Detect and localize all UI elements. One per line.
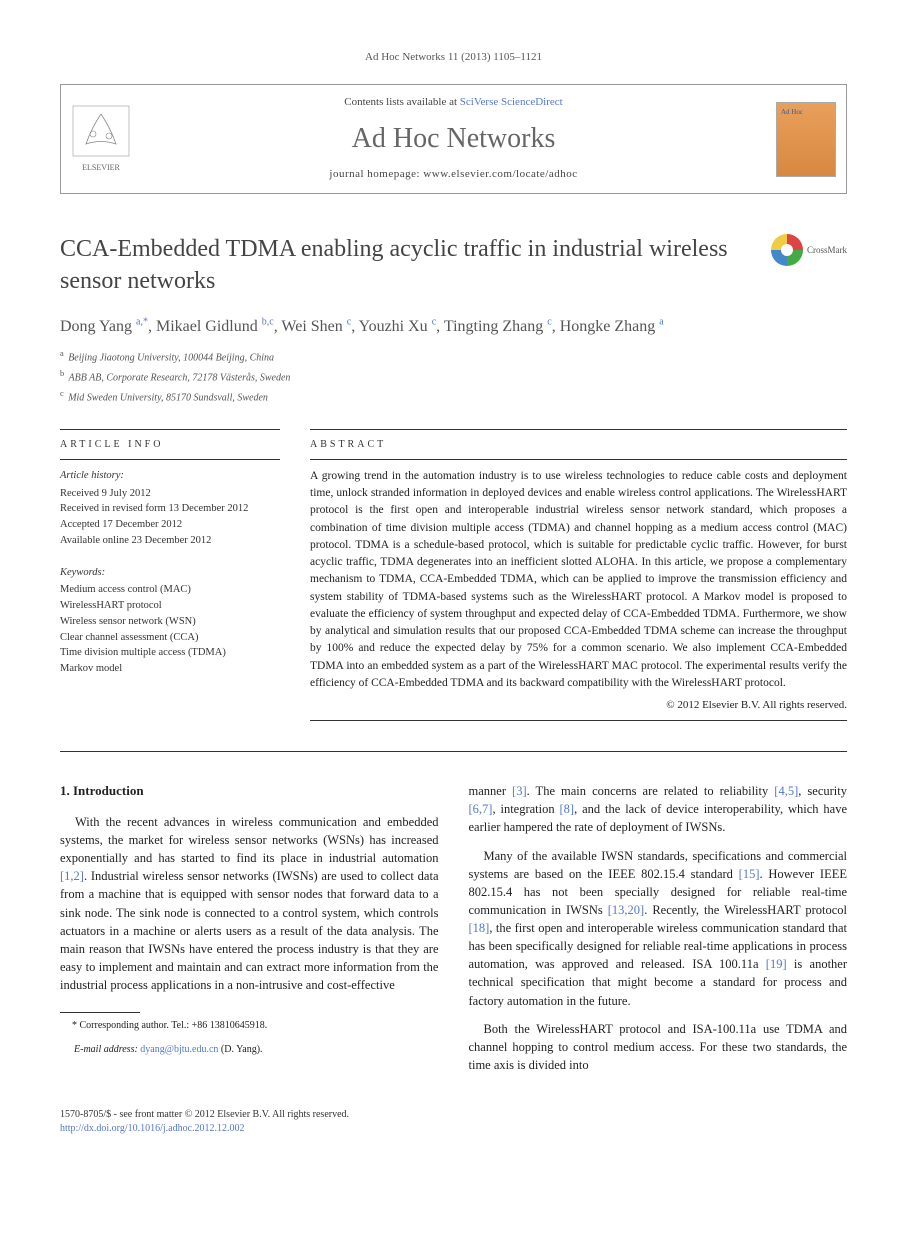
keyword-line: Clear channel assessment (CCA) bbox=[60, 630, 280, 646]
body-column-left: 1. Introduction With the recent advances… bbox=[60, 782, 439, 1084]
ref-link[interactable]: [4,5] bbox=[774, 784, 798, 798]
ref-link[interactable]: [15] bbox=[739, 867, 760, 881]
crossmark-label: CrossMark bbox=[807, 244, 847, 257]
elsevier-text: ELSEVIER bbox=[82, 163, 120, 172]
front-matter-line: 1570-8705/$ - see front matter © 2012 El… bbox=[60, 1108, 847, 1122]
doi-link[interactable]: http://dx.doi.org/10.1016/j.adhoc.2012.1… bbox=[60, 1123, 245, 1134]
author-list: Dong Yang a,*, Mikael Gidlund b,c, Wei S… bbox=[60, 315, 847, 338]
keywords-block: Keywords: Medium access control (MAC)Wir… bbox=[60, 557, 280, 685]
ref-link[interactable]: [8] bbox=[560, 802, 575, 816]
affiliation-line: a Beijing Jiaotong University, 100044 Be… bbox=[60, 348, 847, 366]
affiliation-line: c Mid Sweden University, 85170 Sundsvall… bbox=[60, 388, 847, 406]
article-info-column: article info Article history: Received 9… bbox=[60, 429, 280, 721]
elsevier-logo: ELSEVIER bbox=[61, 85, 141, 193]
ref-link[interactable]: [1,2] bbox=[60, 869, 84, 883]
crossmark-badge[interactable]: CrossMark bbox=[771, 234, 847, 266]
journal-cover-thumb bbox=[766, 85, 846, 193]
ref-link[interactable]: [13,20] bbox=[608, 903, 644, 917]
journal-homepage: journal homepage: www.elsevier.com/locat… bbox=[141, 167, 766, 183]
page-footer: 1570-8705/$ - see front matter © 2012 El… bbox=[60, 1108, 847, 1136]
crossmark-icon bbox=[771, 234, 803, 266]
email-link[interactable]: dyang@bjtu.edu.cn bbox=[140, 1044, 218, 1055]
intro-p1: With the recent advances in wireless com… bbox=[60, 813, 439, 994]
intro-p3: Many of the available IWSN standards, sp… bbox=[469, 847, 848, 1010]
keyword-line: Time division multiple access (TDMA) bbox=[60, 645, 280, 661]
journal-header: ELSEVIER Contents lists available at Sci… bbox=[60, 84, 847, 194]
history-line: Received 9 July 2012 bbox=[60, 486, 280, 502]
body-column-right: manner [3]. The main concerns are relate… bbox=[469, 782, 848, 1084]
contents-list-label: Contents lists available at SciVerse Sci… bbox=[141, 95, 766, 111]
paper-title: CCA-Embedded TDMA enabling acyclic traff… bbox=[60, 234, 751, 296]
journal-name: Ad Hoc Networks bbox=[141, 119, 766, 160]
affiliation-line: b ABB AB, Corporate Research, 72178 Väst… bbox=[60, 368, 847, 386]
keyword-line: Medium access control (MAC) bbox=[60, 582, 280, 598]
keyword-line: WirelessHART protocol bbox=[60, 598, 280, 614]
keyword-line: Markov model bbox=[60, 661, 280, 677]
ref-link[interactable]: [18] bbox=[469, 921, 490, 935]
intro-heading: 1. Introduction bbox=[60, 782, 439, 801]
ref-link[interactable]: [3] bbox=[512, 784, 527, 798]
abstract-column: abstract A growing trend in the automati… bbox=[310, 429, 847, 721]
article-info-heading: article info bbox=[60, 430, 280, 459]
abstract-text: A growing trend in the automation indust… bbox=[310, 460, 847, 692]
sciencedirect-link[interactable]: SciVerse ScienceDirect bbox=[460, 96, 563, 108]
ref-link[interactable]: [19] bbox=[766, 957, 787, 971]
abstract-heading: abstract bbox=[310, 430, 847, 459]
corresponding-author: * Corresponding author. Tel.: +86 138106… bbox=[60, 1019, 439, 1033]
intro-p2: manner [3]. The main concerns are relate… bbox=[469, 782, 848, 836]
article-history: Article history: Received 9 July 2012Rec… bbox=[60, 460, 280, 557]
journal-reference: Ad Hoc Networks 11 (2013) 1105–1121 bbox=[60, 50, 847, 66]
intro-p4: Both the WirelessHART protocol and ISA-1… bbox=[469, 1020, 848, 1074]
history-line: Accepted 17 December 2012 bbox=[60, 517, 280, 533]
keyword-line: Wireless sensor network (WSN) bbox=[60, 614, 280, 630]
ref-link[interactable]: [6,7] bbox=[469, 802, 493, 816]
abstract-copyright: © 2012 Elsevier B.V. All rights reserved… bbox=[310, 698, 847, 714]
history-line: Received in revised form 13 December 201… bbox=[60, 501, 280, 517]
affiliations: a Beijing Jiaotong University, 100044 Be… bbox=[60, 348, 847, 405]
history-line: Available online 23 December 2012 bbox=[60, 533, 280, 549]
author-email: E-mail address: dyang@bjtu.edu.cn (D. Ya… bbox=[60, 1043, 439, 1057]
